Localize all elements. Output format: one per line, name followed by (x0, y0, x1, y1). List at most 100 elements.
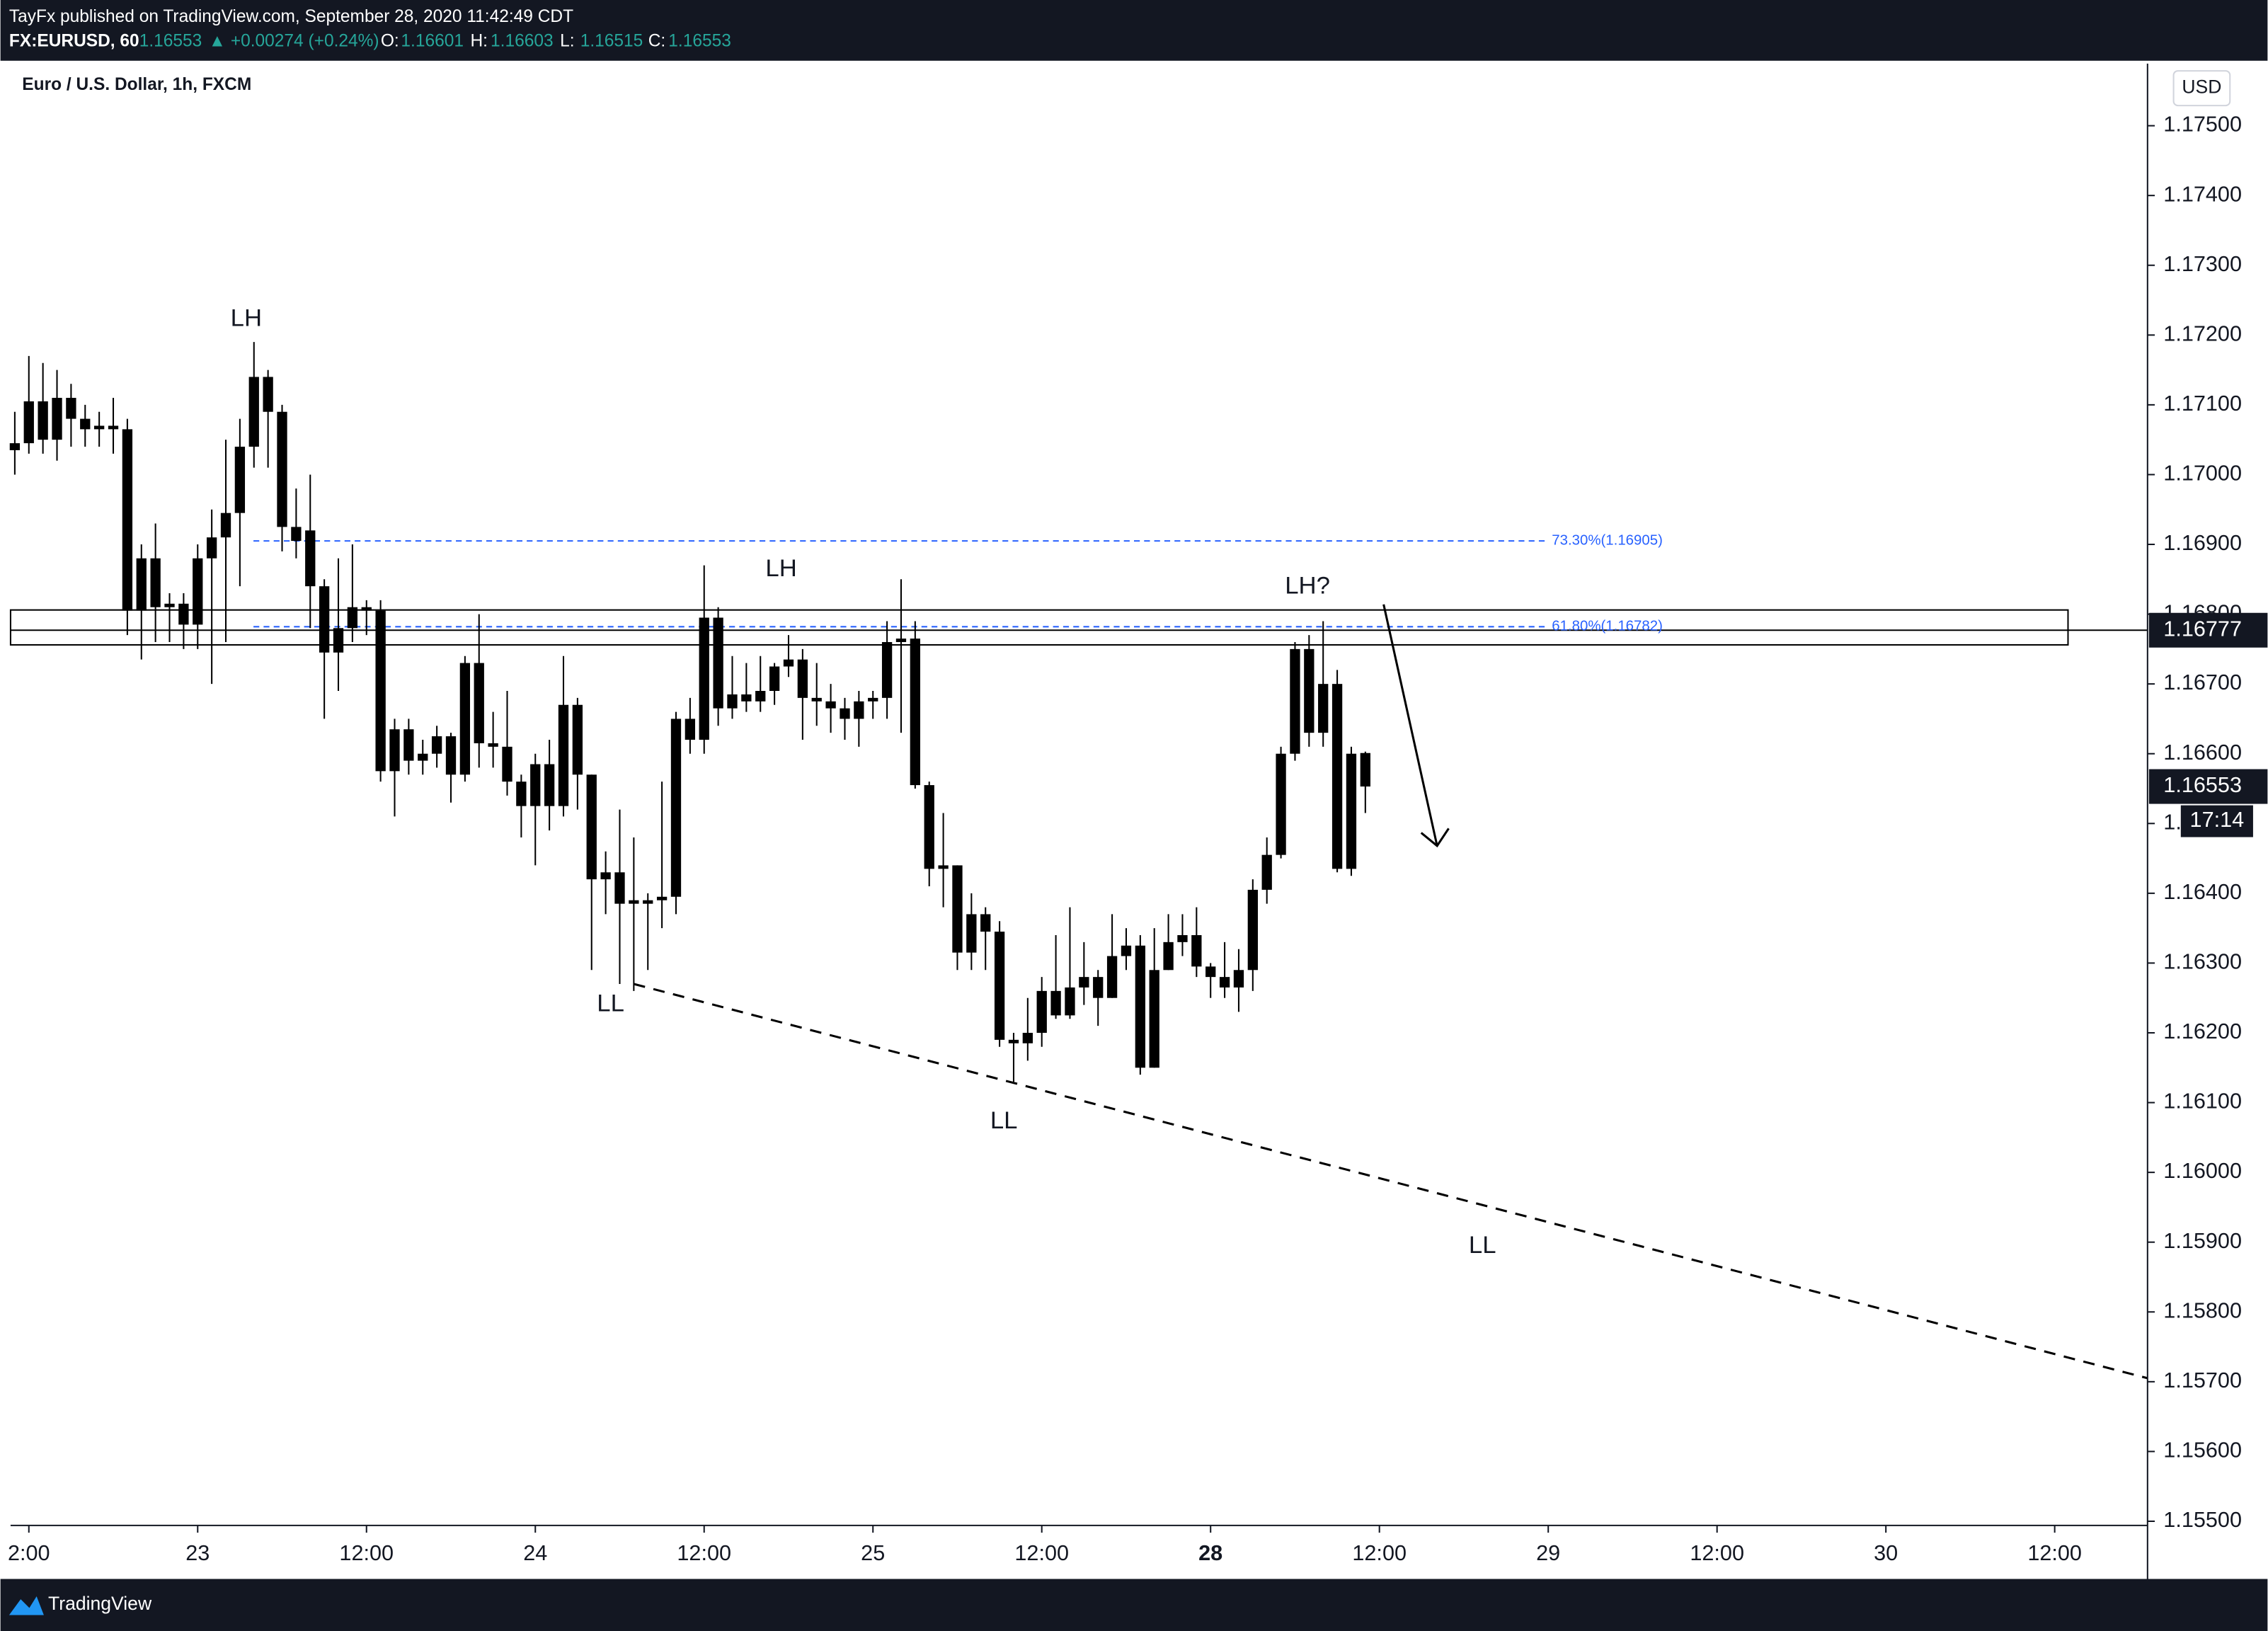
candle-body (52, 398, 62, 440)
candle-body (1135, 945, 1145, 1068)
candle-body (755, 691, 766, 702)
candle-body (389, 729, 400, 772)
candle-body (1121, 945, 1132, 956)
x-tick-label: 29 (1536, 1541, 1560, 1565)
ohlc-value: 1.16603 (491, 32, 554, 51)
plot: 73.30%(1.16905) 61.80%(1.16782) LH LH LH? LL L… (9, 305, 2148, 1380)
candle-body (811, 697, 822, 702)
candle-body (333, 628, 344, 653)
candle-body (643, 900, 653, 904)
annotation: LL (1469, 1232, 1496, 1259)
x-tick-label: 23 (185, 1541, 210, 1565)
candle-body (1079, 977, 1089, 988)
y-tick-label: 1.17200 (2163, 321, 2242, 345)
y-tick-label: 1.17100 (2163, 391, 2242, 416)
annotation: LH (231, 305, 262, 332)
annotation: LL (990, 1107, 1018, 1134)
x-tick-label: 12:00 (1352, 1541, 1407, 1565)
candle-body (375, 610, 386, 772)
top-bar (0, 0, 2268, 61)
y-tick-label: 1.15900 (2163, 1229, 2242, 1253)
candle-body (164, 603, 175, 607)
candle-body (1177, 934, 1188, 942)
candle-body (361, 607, 372, 611)
candle-body (234, 447, 246, 513)
x-tick-label: 12:00 (2027, 1541, 2082, 1565)
candle-body (516, 782, 527, 806)
x-tick-label: 30 (1874, 1541, 1898, 1565)
last-price-label: 1.16553 (2163, 773, 2242, 797)
candle-body (1093, 977, 1104, 998)
logo (8, 1596, 44, 1615)
candle-body (136, 558, 147, 611)
candle-body (670, 719, 682, 897)
candle-body (994, 932, 1005, 1040)
candle-body (38, 401, 48, 440)
annotation: LH? (1285, 572, 1330, 599)
candle-body (1346, 753, 1357, 869)
candle-body (122, 429, 133, 611)
candle-body (586, 774, 597, 880)
candle-body (938, 865, 949, 869)
countdown-tag (2180, 805, 2253, 837)
candle-body (1331, 684, 1343, 869)
y-tick-label: 1.16700 (2163, 670, 2242, 694)
candle-body (1106, 956, 1118, 998)
candle-body (1304, 648, 1315, 733)
x-tick-label: 28 (1198, 1541, 1222, 1565)
plot-area (10, 63, 2148, 1526)
currency-button[interactable] (2172, 70, 2231, 107)
candle-body (1360, 752, 1370, 787)
candle-body (277, 411, 287, 527)
candle-body (868, 697, 878, 702)
y-tick-label: 1.15800 (2163, 1298, 2242, 1322)
y-tick-label: 1.16300 (2163, 950, 2242, 974)
candle-body (854, 701, 864, 719)
candle-body (347, 607, 358, 629)
candle-body (558, 704, 569, 806)
candle-body (1065, 987, 1075, 1016)
candle-body (1149, 970, 1159, 1068)
candle-body (178, 603, 189, 625)
y-tick-label: 1.15700 (2163, 1368, 2242, 1392)
y-tick-label: 1.15500 (2163, 1508, 2242, 1532)
candle-body (769, 666, 780, 692)
currency-label: USD (2182, 76, 2221, 98)
ohlc-value: 1.16601 (401, 32, 464, 51)
x-tick-label: 12:00 (1014, 1541, 1069, 1565)
candle-body (206, 537, 217, 559)
candle-body (263, 377, 273, 412)
candle-body (1050, 990, 1061, 1016)
symbol: FX:EURUSD, 60 (9, 32, 139, 51)
candle-body (966, 914, 977, 953)
arrow (1382, 604, 1438, 847)
candle-body (1205, 966, 1216, 978)
ohlc-value: 1.16553 (668, 32, 731, 51)
candle-body (741, 694, 752, 702)
candle-body (1290, 648, 1300, 754)
ohlc: O: 1.16601 H: 1.16603 L: 1.16515 C: 1.16553 (381, 32, 731, 51)
candle-body (66, 398, 76, 419)
brand: TradingView (48, 1593, 152, 1614)
candle-body (783, 659, 794, 667)
candle-body (9, 443, 21, 450)
candle-body (713, 617, 723, 709)
candle-body (220, 513, 231, 538)
candle-body (248, 377, 259, 447)
x-tick-label: 12:00 (677, 1541, 731, 1565)
candle-body (572, 704, 583, 775)
candle-body (840, 708, 850, 719)
candle-body (1163, 942, 1174, 971)
candle-body (1191, 934, 1202, 967)
fib-label: 61.80%(1.16782) (1552, 619, 1663, 634)
candle-body (1008, 1039, 1019, 1043)
ohlc-key: O: (381, 32, 399, 51)
candle-body (881, 642, 893, 698)
candle-body (193, 558, 203, 625)
x-tick-label: 12:00 (339, 1541, 394, 1565)
candle-body (418, 753, 428, 761)
candle-body (403, 729, 414, 761)
candle-body (797, 659, 808, 698)
x-tick-label: 12:00 (1690, 1541, 1744, 1565)
ohlc-key: L: (560, 32, 574, 51)
